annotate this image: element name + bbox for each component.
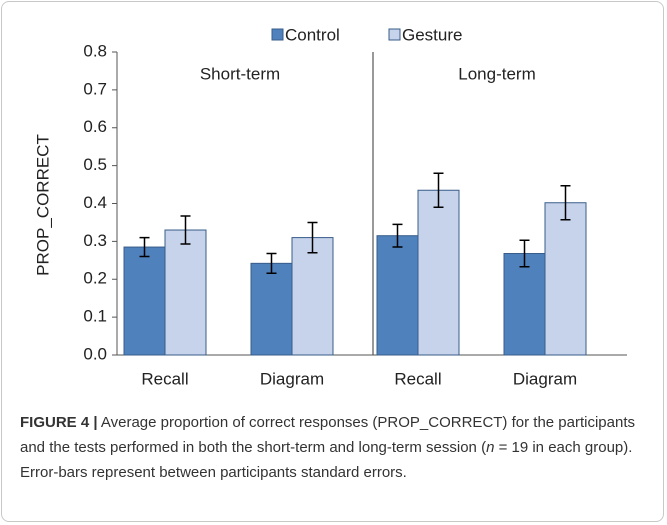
y-tick-label: 0.2 [83,269,107,288]
legend-swatch [388,28,401,41]
caption-variable: n [486,439,495,456]
legend-label: Control [285,25,340,44]
bar [164,229,207,356]
y-tick-label: 0.8 [83,41,107,60]
caption-label: FIGURE 4 | [20,414,98,431]
y-axis-label: PROP_CORRECT [33,134,52,276]
bar [503,252,546,356]
x-tick-label: Diagram [260,369,324,388]
caption-text: = 19 in each group). Error-bars represen… [20,439,633,481]
error-bar [519,239,530,268]
bar [544,202,587,356]
group-label: Long-term [458,64,535,83]
bar [291,237,334,356]
error-bar [266,252,277,274]
error-bar [180,215,191,245]
y-tick-label: 0.0 [83,344,107,363]
error-bar [307,221,318,254]
bar [376,235,419,356]
chart: PROP_CORRECT Short-term Long-term 0.0 0.1… [33,25,627,388]
bar [123,246,166,356]
y-tick-label: 0.1 [83,307,107,326]
error-bar [392,223,403,248]
x-tick-label: Recall [141,369,188,388]
x-tick-label: Diagram [513,369,577,388]
y-tick-label: 0.5 [83,155,107,174]
x-tick-label: Recall [394,369,441,388]
bar [417,189,460,356]
error-bar [139,236,150,258]
error-bar [433,172,444,209]
legend-swatch [271,28,284,41]
y-tick-label: 0.7 [83,79,107,98]
y-tick-label: 0.6 [83,117,107,136]
caption: FIGURE 4 | Average proportion of correct… [20,410,650,485]
group-label: Short-term [200,64,280,83]
bar [250,262,293,356]
y-tick-label: 0.4 [83,193,107,212]
y-tick-label: 0.3 [83,231,107,250]
caption-text: Average proportion of correct responses … [20,414,635,456]
error-bar [560,184,571,221]
legend-label: Gesture [402,25,462,44]
